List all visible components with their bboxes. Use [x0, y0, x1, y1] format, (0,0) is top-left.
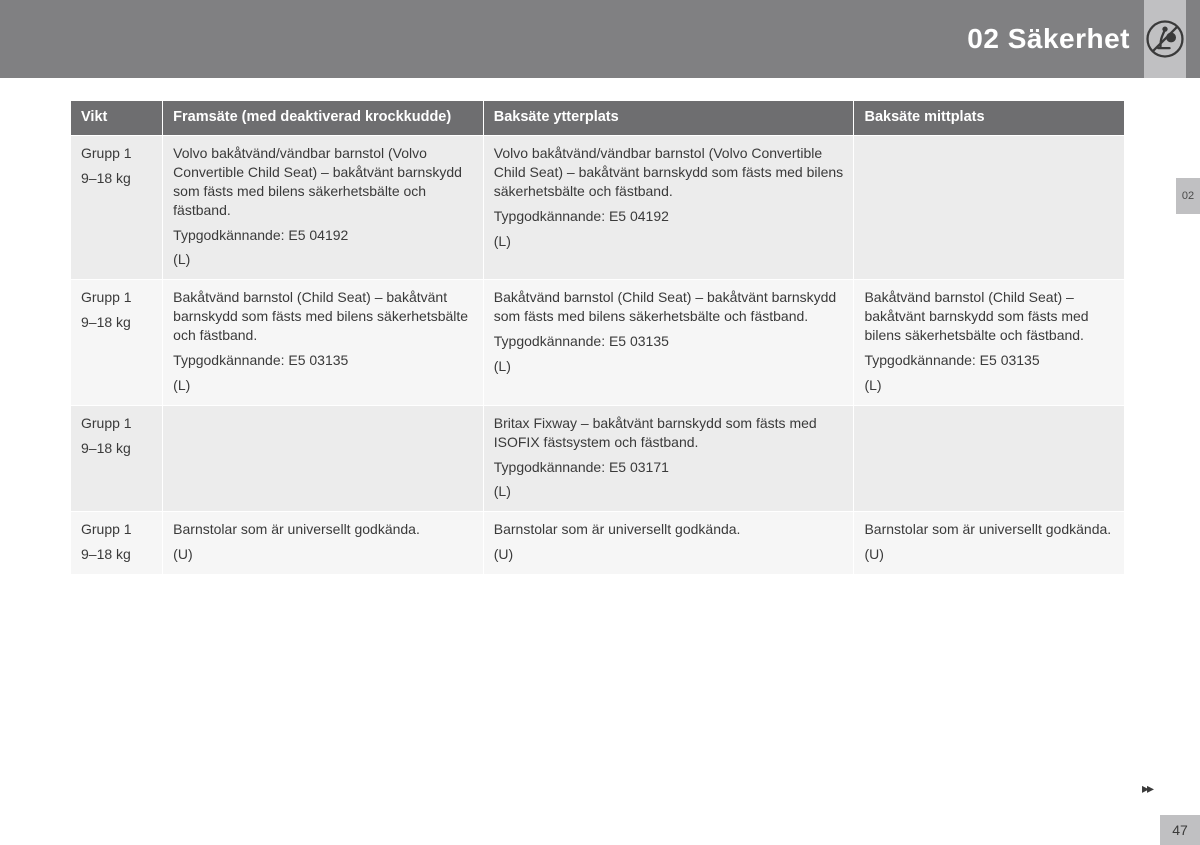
- table-cell: Barnstolar som är universellt godkända. (…: [483, 512, 854, 575]
- table-cell: Bakåtvänd barnstol (Child Seat) – bakåtv…: [163, 280, 484, 405]
- table-row: Grupp 1 9–18 kg Barnstolar som är universe…: [71, 512, 1125, 575]
- cell-paragraph: Barnstolar som är universellt godkända.: [494, 520, 844, 539]
- cell-paragraph: (L): [173, 250, 473, 269]
- table-cell: Grupp 1 9–18 kg: [71, 136, 163, 280]
- table-cell: [854, 405, 1125, 512]
- cell-paragraph: Bakåtvänd barnstol (Child Seat) – bakåtv…: [494, 288, 844, 326]
- cell-paragraph: Typgodkännande: E5 03135: [864, 351, 1114, 370]
- cell-paragraph: Bakåtvänd barnstol (Child Seat) – bakåtv…: [173, 288, 473, 345]
- cell-paragraph: Typgodkännande: E5 04192: [494, 207, 844, 226]
- cell-paragraph: (L): [494, 482, 844, 501]
- page-number: 47: [1160, 815, 1200, 845]
- page-title: 02 Säkerhet: [967, 23, 1130, 55]
- cell-paragraph: Barnstolar som är universellt godkända.: [173, 520, 473, 539]
- content-area: ViktFramsäte (med deaktiverad krockkudde…: [70, 100, 1125, 575]
- cell-paragraph: Britax Fixway – bakåtvänt barnskydd som …: [494, 414, 844, 452]
- cell-paragraph: (L): [494, 357, 844, 376]
- column-header: Baksäte ytterplats: [483, 101, 854, 136]
- cell-paragraph: Barnstolar som är universellt godkända.: [864, 520, 1114, 539]
- cell-paragraph: (L): [864, 376, 1114, 395]
- table-cell: Volvo bakåtvänd/vändbar barnstol (Volvo …: [163, 136, 484, 280]
- chapter-tab: 02: [1174, 178, 1200, 214]
- cell-paragraph: (U): [494, 545, 844, 564]
- cell-paragraph: 9–18 kg: [81, 169, 152, 188]
- cell-paragraph: 9–18 kg: [81, 313, 152, 332]
- table-cell: Britax Fixway – bakåtvänt barnskydd som …: [483, 405, 854, 512]
- cell-paragraph: Volvo bakåtvänd/vändbar barnstol (Volvo …: [173, 144, 473, 220]
- table-row: Grupp 1 9–18 kg Bakåtvänd barnstol (Child …: [71, 280, 1125, 405]
- cell-paragraph: Volvo bakåtvänd/vändbar barnstol (Volvo …: [494, 144, 844, 201]
- table-cell: Volvo bakåtvänd/vändbar barnstol (Volvo …: [483, 136, 854, 280]
- cell-paragraph: Typgodkännande: E5 03135: [173, 351, 473, 370]
- table-cell: Bakåtvänd barnstol (Child Seat) – bakåtv…: [854, 280, 1125, 405]
- continue-indicator: ▸▸: [1142, 780, 1152, 797]
- cell-paragraph: Typgodkännande: E5 03171: [494, 458, 844, 477]
- cell-paragraph: Grupp 1: [81, 414, 152, 433]
- cell-paragraph: (L): [173, 376, 473, 395]
- table-cell: Barnstolar som är universellt godkända. (…: [854, 512, 1125, 575]
- table-cell: Barnstolar som är universellt godkända. (…: [163, 512, 484, 575]
- table-cell: Grupp 1 9–18 kg: [71, 405, 163, 512]
- cell-paragraph: 9–18 kg: [81, 545, 152, 564]
- cell-paragraph: (L): [494, 232, 844, 251]
- table-cell: Grupp 1 9–18 kg: [71, 280, 163, 405]
- table-row: Grupp 1 9–18 kg Britax Fixway – bakåtvänt …: [71, 405, 1125, 512]
- table-cell: [163, 405, 484, 512]
- column-header: Baksäte mittplats: [854, 101, 1125, 136]
- cell-paragraph: (U): [173, 545, 473, 564]
- airbag-warning-icon: [1144, 0, 1186, 78]
- cell-paragraph: Typgodkännande: E5 04192: [173, 226, 473, 245]
- column-header: Vikt: [71, 101, 163, 136]
- table-cell: [854, 136, 1125, 280]
- cell-paragraph: Grupp 1: [81, 144, 152, 163]
- cell-paragraph: (U): [864, 545, 1114, 564]
- table-cell: Bakåtvänd barnstol (Child Seat) – bakåtv…: [483, 280, 854, 405]
- child-seat-table: ViktFramsäte (med deaktiverad krockkudde…: [70, 100, 1125, 575]
- cell-paragraph: Grupp 1: [81, 520, 152, 539]
- page-header: 02 Säkerhet: [0, 0, 1200, 78]
- cell-paragraph: Grupp 1: [81, 288, 152, 307]
- cell-paragraph: Typgodkännande: E5 03135: [494, 332, 844, 351]
- column-header: Framsäte (med deaktiverad krockkudde): [163, 101, 484, 136]
- table-row: Grupp 1 9–18 kg Volvo bakåtvänd/vändbar ba…: [71, 136, 1125, 280]
- cell-paragraph: Bakåtvänd barnstol (Child Seat) – bakåtv…: [864, 288, 1114, 345]
- cell-paragraph: 9–18 kg: [81, 439, 152, 458]
- table-cell: Grupp 1 9–18 kg: [71, 512, 163, 575]
